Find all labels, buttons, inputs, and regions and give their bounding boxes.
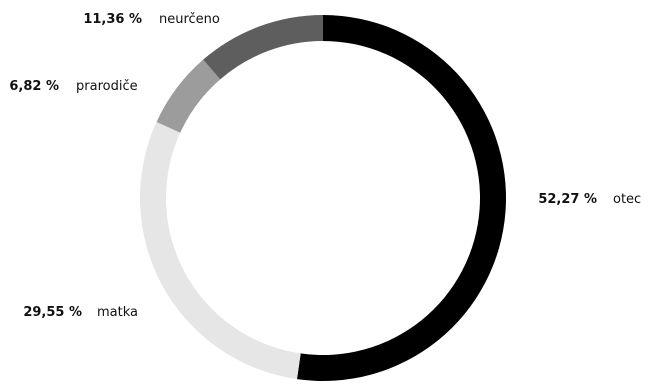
slice-value-label: 52,27 %	[538, 192, 597, 207]
slice-prarodiče	[156, 59, 221, 133]
slice-category-label: otec	[613, 192, 641, 207]
slice-value-label: 11,36 %	[83, 12, 142, 27]
slice-value-label: 6,82 %	[9, 79, 59, 94]
slice-neurčeno	[203, 15, 323, 80]
slice-matka	[139, 121, 301, 380]
slice-category-label: neurčeno	[159, 12, 220, 27]
slice-category-label: prarodiče	[76, 79, 138, 94]
slice-otec	[296, 15, 507, 382]
slice-category-label: matka	[97, 305, 138, 320]
slice-value-label: 29,55 %	[23, 305, 82, 320]
